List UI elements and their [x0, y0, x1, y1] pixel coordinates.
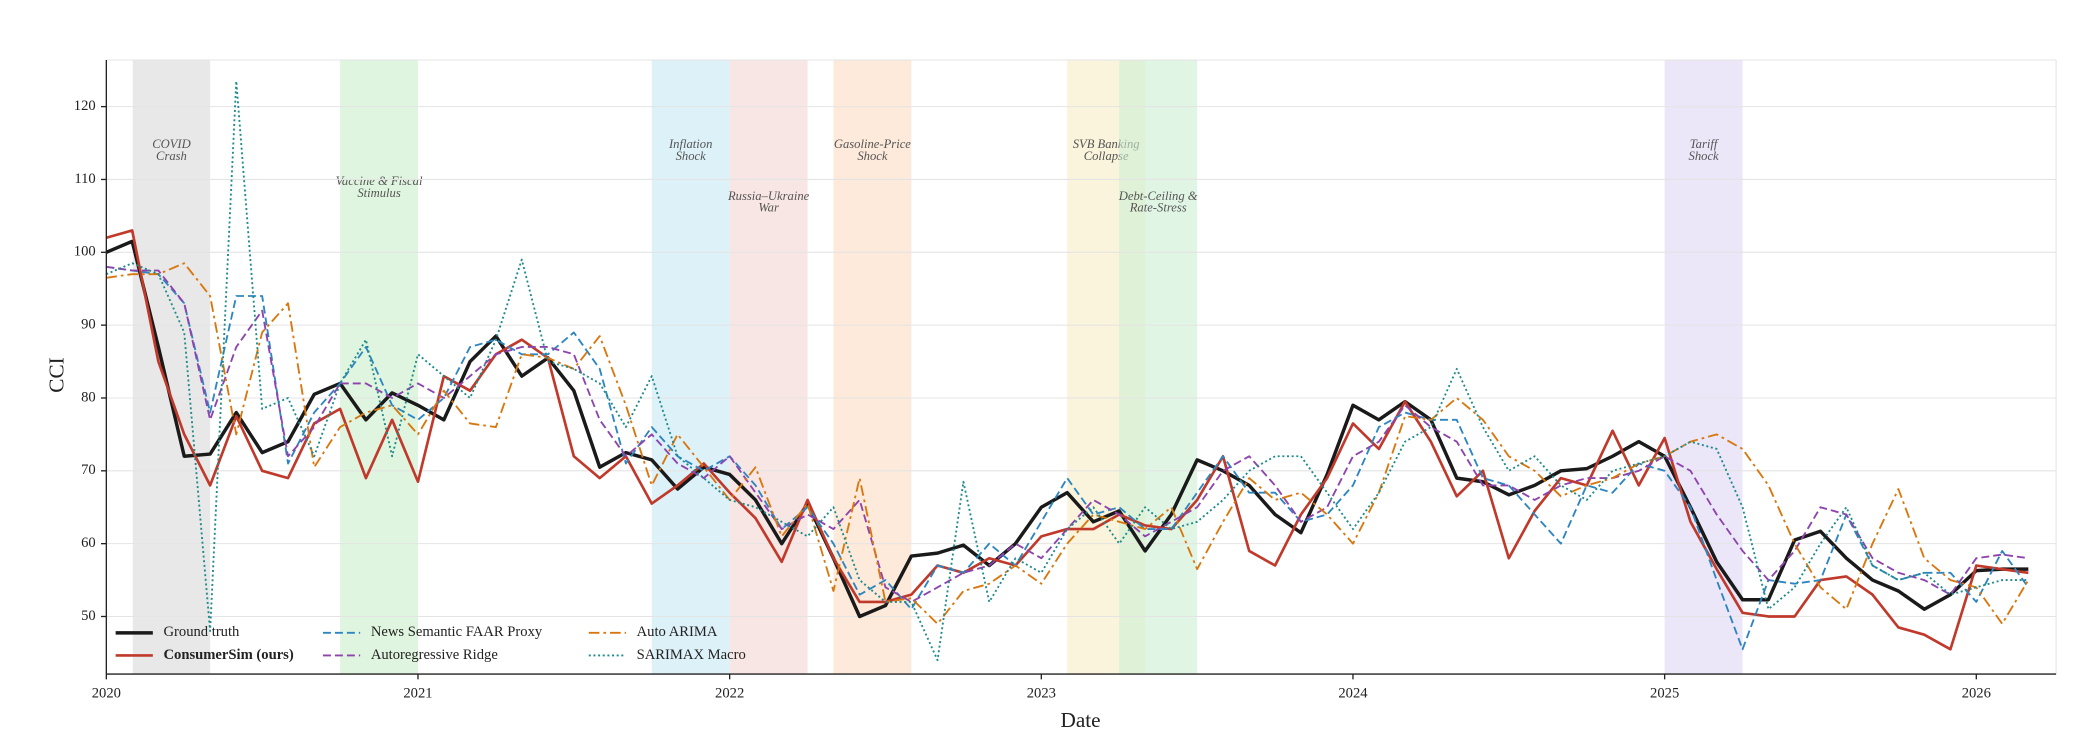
- series-line: [106, 262, 2030, 625]
- event-band: [132, 60, 211, 675]
- event-band: [340, 60, 418, 675]
- event-label: Gasoline-Price: [834, 137, 911, 151]
- x-tick-label: 2025: [1650, 685, 1679, 701]
- event-label: Rate-Stress: [1129, 201, 1187, 215]
- event-label: Tariff: [1690, 137, 1719, 151]
- legend-label: Ground truth: [163, 624, 240, 640]
- event-label: Shock: [1689, 149, 1720, 163]
- event-label: Stimulus: [357, 186, 401, 200]
- y-tick-label: 60: [81, 535, 96, 551]
- legend-label: News Semantic FAAR Proxy: [371, 624, 543, 640]
- event-label: Russia–Ukraine: [727, 189, 810, 203]
- y-tick-label: 50: [81, 608, 96, 624]
- event-label: Debt-Ceiling &: [1118, 189, 1198, 203]
- legend-label: Autoregressive Ridge: [371, 647, 498, 663]
- event-label: Collapse: [1084, 149, 1129, 163]
- event-label: Crash: [156, 149, 187, 163]
- event-band: [651, 60, 730, 675]
- y-tick-label: 100: [74, 244, 96, 260]
- legend-label: ConsumerSim (ours): [163, 647, 293, 663]
- event-label: Vaccine & Fiscal: [336, 174, 423, 188]
- y-tick-label: 110: [74, 171, 95, 187]
- y-tick-label: 80: [81, 389, 96, 405]
- event-label: Shock: [857, 149, 888, 163]
- event-label: COVID: [152, 137, 191, 151]
- event-band: [1664, 60, 1743, 675]
- y-tick-label: 90: [81, 316, 96, 332]
- y-tick-label: 120: [74, 98, 96, 114]
- y-axis-label: CCI: [44, 357, 68, 392]
- x-tick-label: 2026: [1962, 685, 1991, 701]
- legend-label: Auto ARIMA: [637, 624, 718, 640]
- event-label: War: [758, 201, 779, 215]
- event-label: Inflation: [668, 137, 712, 151]
- x-tick-label: 2024: [1338, 685, 1368, 701]
- x-tick-label: 2021: [403, 685, 432, 701]
- series-line: [105, 80, 2029, 662]
- event-band: [1119, 60, 1198, 675]
- event-label: Shock: [676, 149, 707, 163]
- x-tick-label: 2020: [92, 685, 121, 701]
- y-tick-label: 70: [81, 462, 96, 478]
- x-tick-label: 2022: [715, 685, 744, 701]
- legend-label: SARIMAX Macro: [637, 647, 746, 663]
- series-line: [106, 265, 2029, 603]
- event-band: [729, 60, 808, 675]
- x-tick-label: 2023: [1027, 685, 1056, 701]
- series-line: [105, 239, 2029, 619]
- event-band: [833, 60, 912, 675]
- x-axis-label: Date: [1060, 708, 1100, 732]
